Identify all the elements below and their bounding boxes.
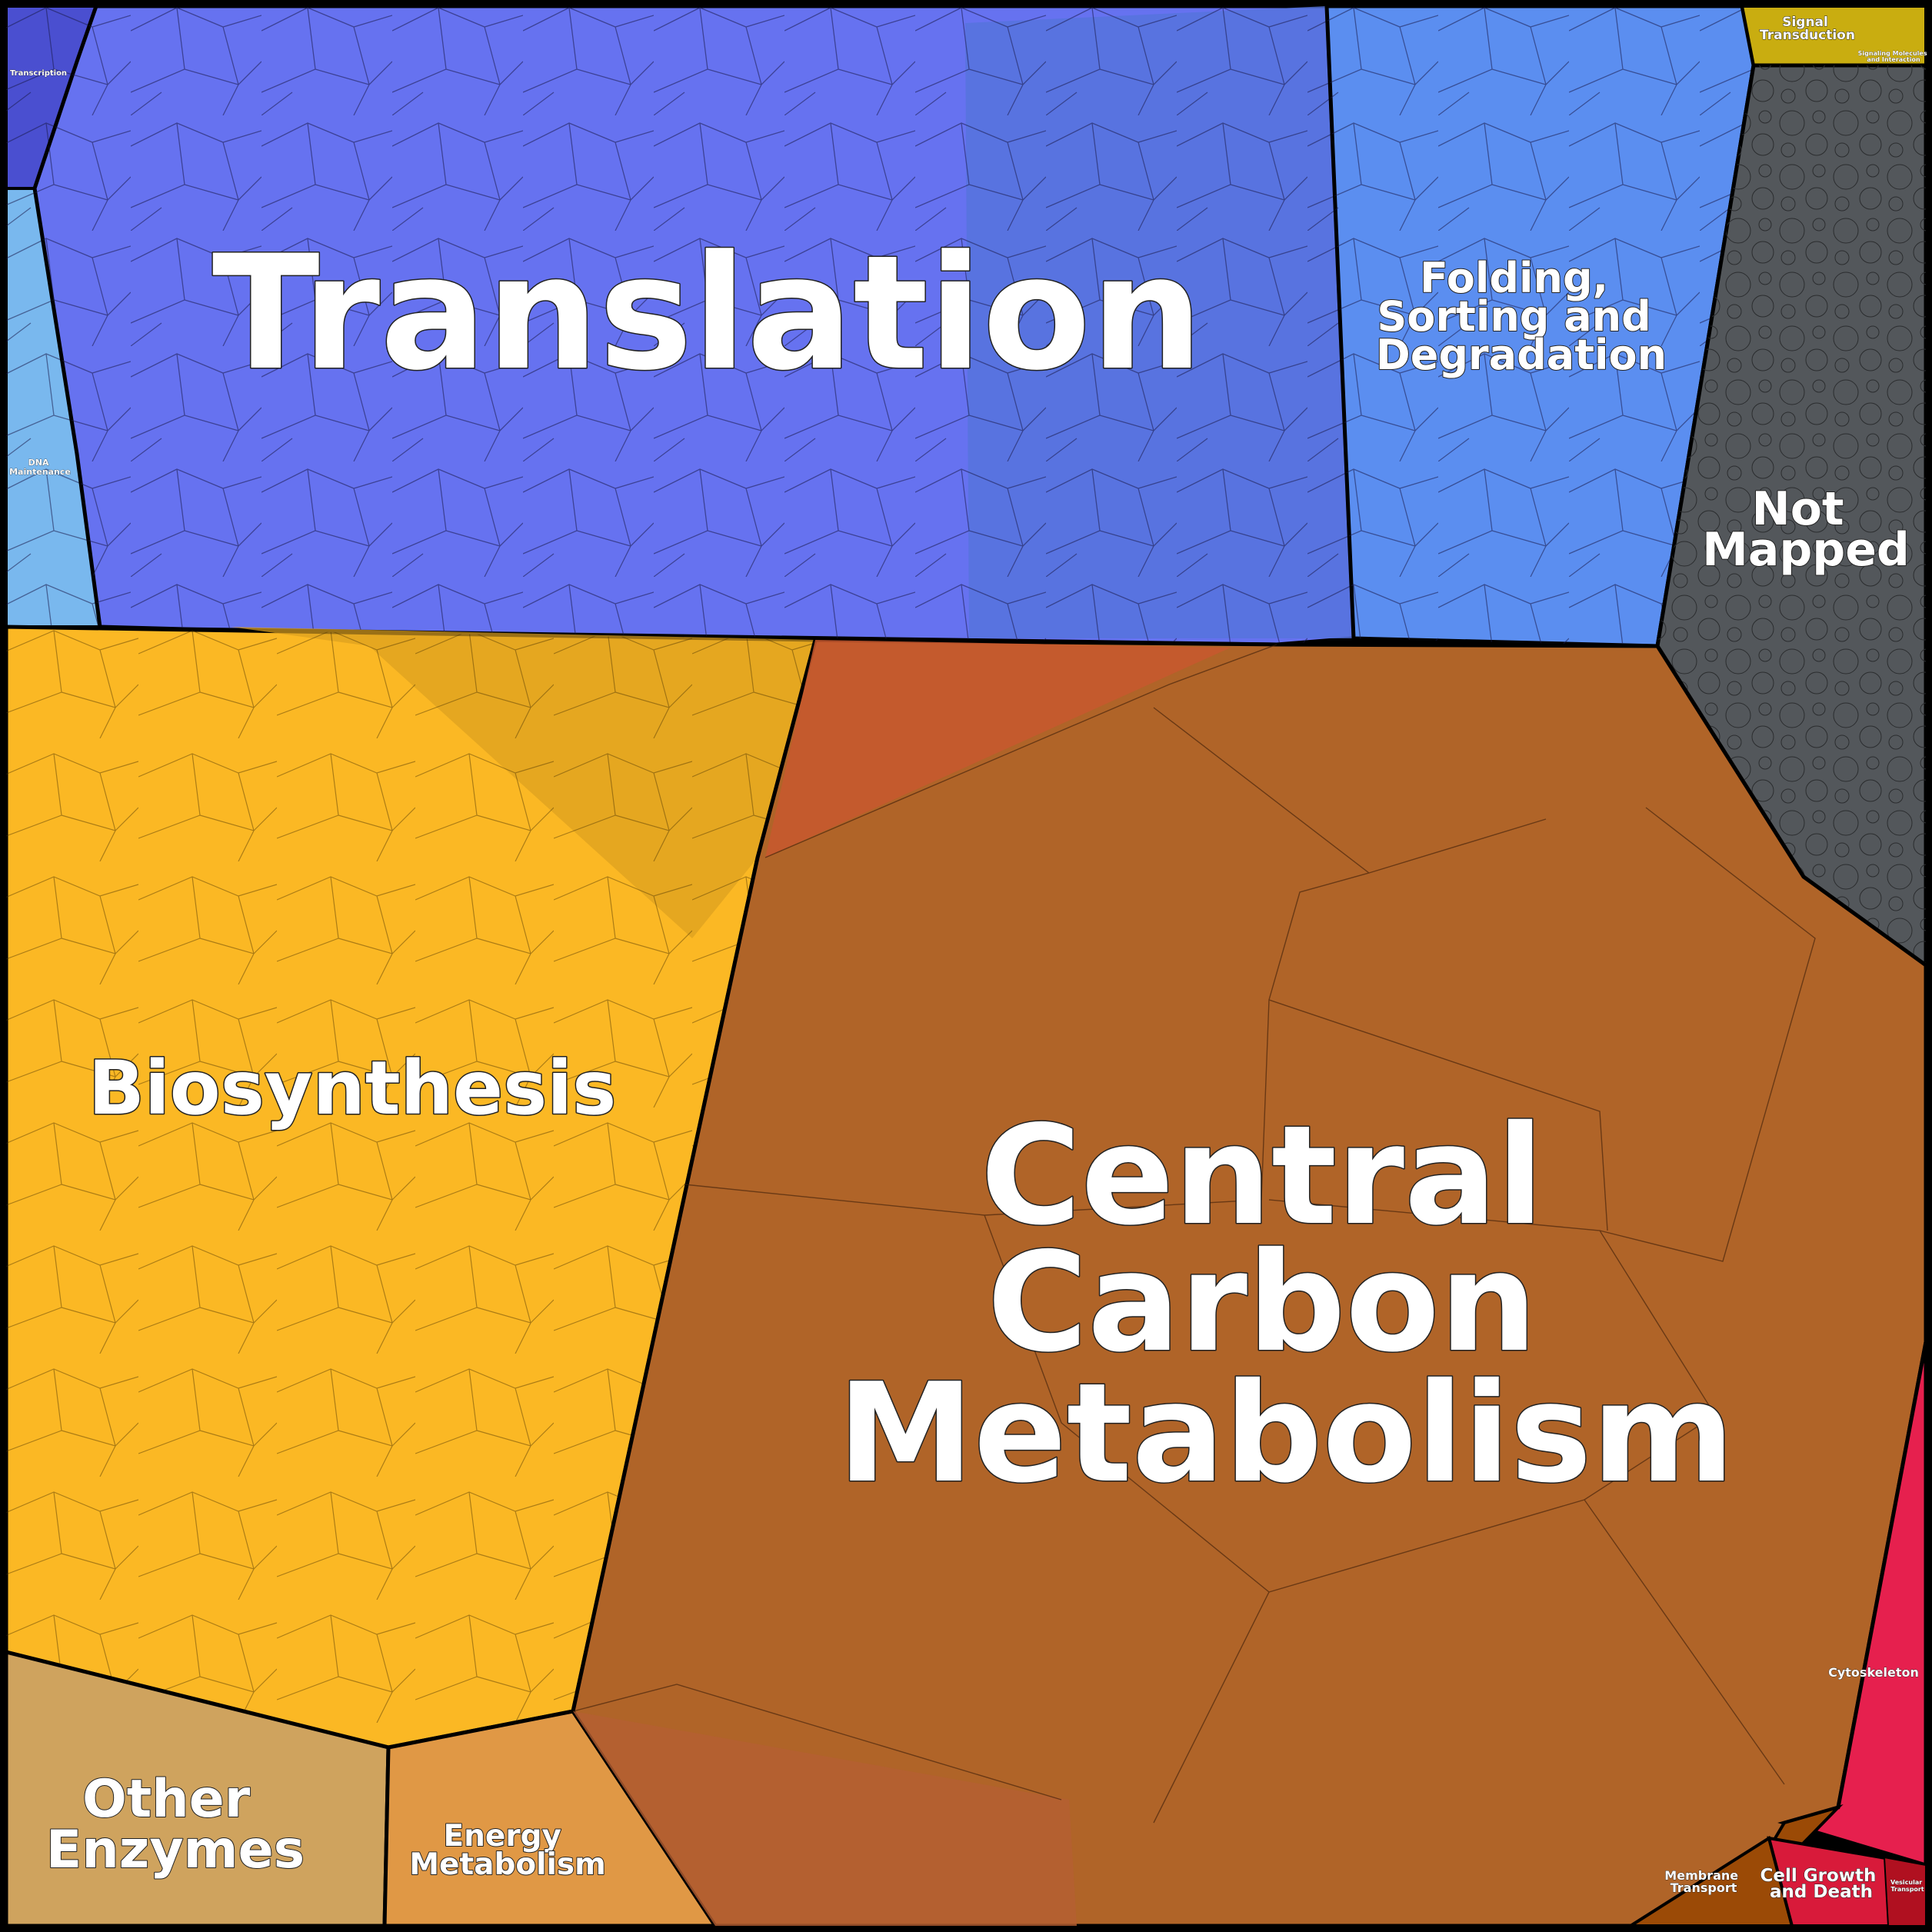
region-cell-growth-and-death[interactable]: [1767, 1836, 1927, 1927]
label-signal-transduction: Signal Transduction: [1760, 15, 1855, 43]
label-central-carbon: Central Carbon Metabolism: [838, 1096, 1734, 1513]
label-biosynthesis: Biosynthesis: [88, 1045, 617, 1131]
label-cell-growth-and-death: Cell Growth and Death: [1760, 1866, 1883, 1902]
region-biosynthesis[interactable]: [4, 625, 818, 1750]
label-folding: Folding, Sorting and Degradation: [1376, 254, 1667, 379]
label-translation: Translation: [212, 222, 1203, 405]
label-transcription: Transcription: [10, 69, 67, 78]
label-not-mapped: Not Mapped: [1702, 482, 1910, 577]
label-vesicular-transport: Vesicular Transport: [1890, 1879, 1924, 1893]
label-dna-maintenance: DNA Maintenance: [9, 458, 71, 477]
label-cytoskeleton: Cytoskeleton: [1828, 1665, 1919, 1680]
label-signaling-molecules: Signaling Molecules and Interaction: [1858, 50, 1930, 63]
region-not-mapped[interactable]: [1655, 63, 1928, 969]
region-folding-sorting-degradation[interactable]: [1324, 4, 1756, 648]
label-other-enzymes: Other Enzymes: [46, 1769, 305, 1880]
label-energy-metabolism: Energy Metabolism: [409, 1819, 606, 1882]
label-membrane-transport: Membrane Transport: [1664, 1868, 1742, 1895]
region-central-carbon-metabolism[interactable]: [571, 638, 1928, 1928]
